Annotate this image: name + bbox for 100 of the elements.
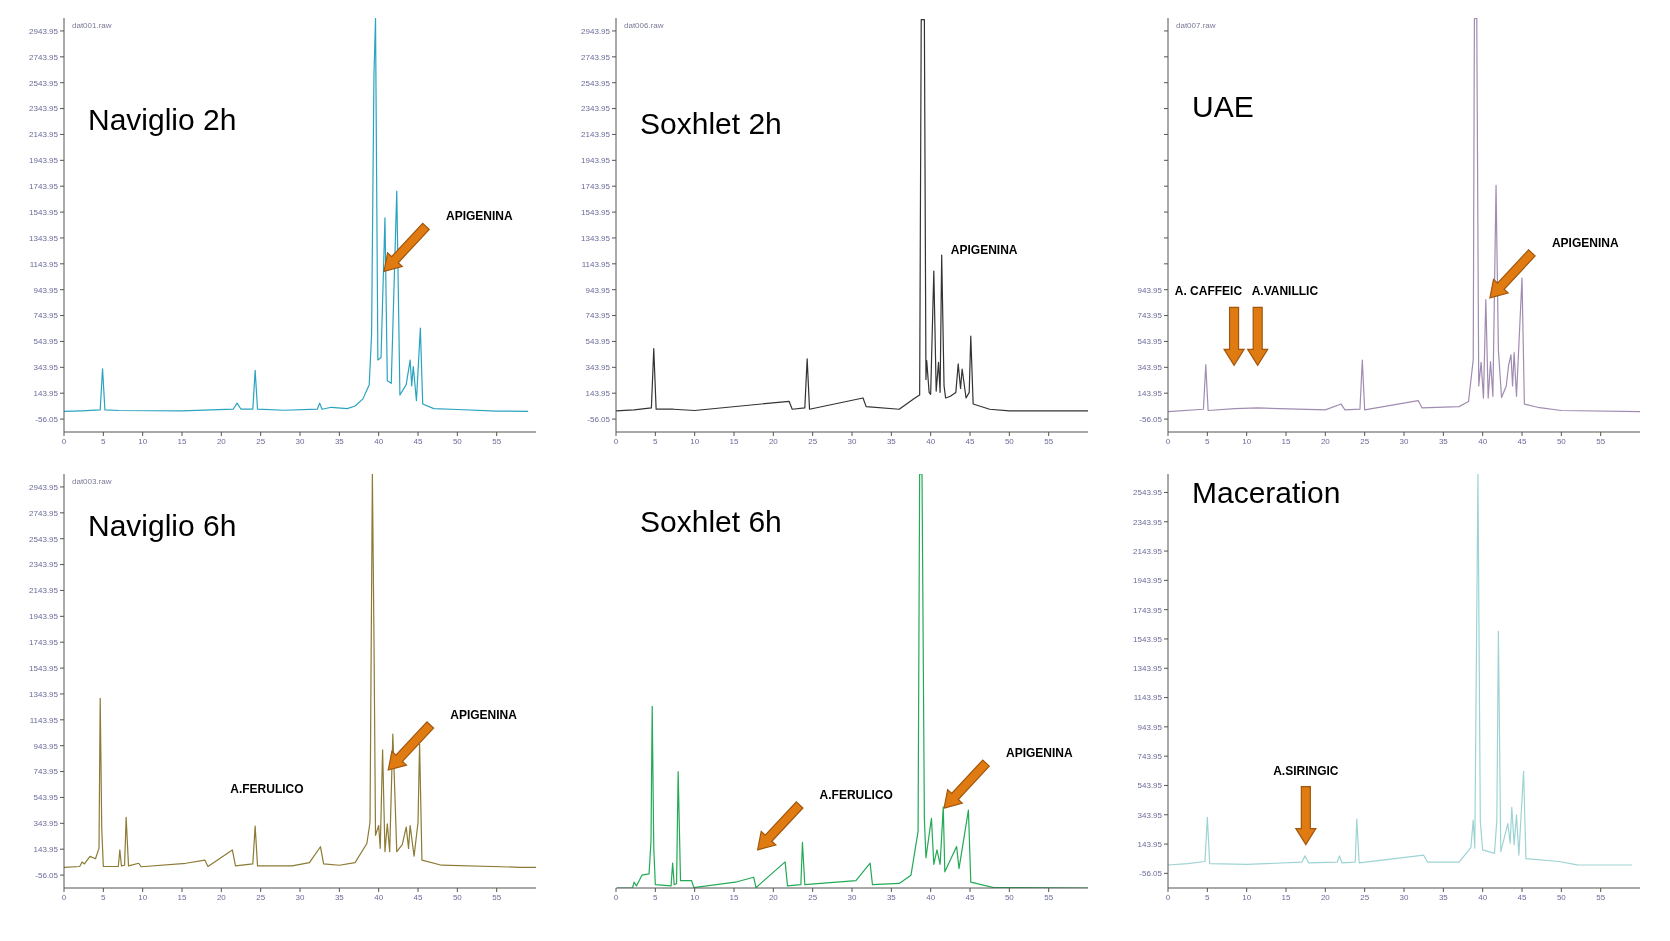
annotation: A.VANILLIC: [1251, 284, 1319, 299]
y-tick-label: 2743.95: [29, 508, 59, 518]
x-tick-label: 5: [101, 436, 107, 446]
x-tick-label: 20: [768, 436, 779, 446]
line-series: [1168, 474, 1633, 866]
y-tick-label: 1543.95: [29, 207, 59, 217]
text: Naviglio 2h: [88, 102, 237, 136]
y-tick-label: -56.05: [587, 414, 611, 424]
y-tick-label: 2143.95: [1133, 546, 1163, 556]
x-tick-label: 35: [1438, 892, 1449, 902]
x-tick-label: 40: [926, 436, 936, 446]
x-tick-label: 15: [729, 892, 739, 902]
x-tick-label: 50: [1556, 436, 1567, 446]
chart-subtitle: dat003.raw: [72, 477, 112, 486]
y-tick-label: -56.05: [1139, 869, 1163, 879]
annotation: APIGENINA: [446, 209, 514, 224]
x-tick-label: 0: [61, 436, 67, 446]
x-tick-label: 5: [653, 892, 659, 902]
y-tick-label: 2543.95: [29, 78, 59, 88]
x-tick-label: 20: [1320, 436, 1331, 446]
y-tick-label: 143.95: [33, 845, 59, 855]
y-tick-label: 1543.95: [29, 663, 59, 673]
x-tick-label: 55: [1044, 892, 1054, 902]
y-tick-label: 2143.95: [29, 130, 59, 140]
x-tick-label: 55: [1596, 892, 1606, 902]
y-tick-label: 2143.95: [581, 130, 611, 140]
y-tick-label: 943.95: [33, 285, 59, 295]
y-tick-label: 2943.95: [581, 26, 611, 36]
y-tick-label: 2543.95: [581, 78, 611, 88]
x-tick-label: 0: [1165, 436, 1171, 446]
y-tick-label: 943.95: [585, 285, 611, 295]
x-tick-label: 25: [808, 892, 818, 902]
x-tick-label: 45: [965, 892, 975, 902]
x-tick-label: 30: [295, 436, 305, 446]
x-tick-label: 40: [374, 436, 384, 446]
y-tick-label: 543.95: [1137, 337, 1163, 347]
x-tick-label: 15: [177, 436, 187, 446]
x-tick-label: 45: [1517, 892, 1527, 902]
y-tick-label: 2343.95: [29, 104, 59, 114]
y-tick-label: 343.95: [33, 363, 59, 373]
y-tick-label: 1343.95: [29, 233, 59, 243]
y-tick-label: 2343.95: [29, 560, 59, 570]
x-tick-label: 5: [1205, 892, 1211, 902]
x-tick-label: 45: [1517, 436, 1527, 446]
x-tick-label: 15: [729, 436, 739, 446]
annotation: A.FERULICO: [819, 787, 893, 802]
x-tick-label: 10: [138, 892, 148, 902]
line-series: [64, 18, 529, 412]
x-tick-label: 55: [1044, 436, 1054, 446]
x-tick-label: 55: [1596, 436, 1606, 446]
y-tick-label: 1143.95: [581, 259, 611, 269]
x-tick-label: 30: [1399, 892, 1409, 902]
text: Soxhlet 2h: [640, 106, 782, 140]
text: Naviglio 6h: [88, 509, 237, 543]
annotation: A. CAFFEIC: [1174, 284, 1243, 299]
x-tick-label: 50: [1556, 892, 1567, 902]
x-tick-label: 10: [1242, 436, 1252, 446]
line-series: [1168, 18, 1640, 413]
y-tick-label: 543.95: [33, 337, 59, 347]
y-tick-label: 1943.95: [29, 156, 59, 166]
y-tick-label: 1943.95: [1133, 576, 1163, 586]
y-tick-label: 943.95: [33, 741, 59, 751]
x-tick-label: 20: [1320, 892, 1331, 902]
y-tick-label: 1943.95: [581, 156, 611, 166]
y-tick-label: 743.95: [585, 311, 611, 321]
y-tick-label: 1143.95: [29, 259, 59, 269]
x-tick-label: 50: [452, 892, 463, 902]
x-tick-label: 0: [61, 892, 67, 902]
y-tick-label: 1743.95: [581, 182, 611, 192]
x-tick-label: 20: [216, 436, 227, 446]
x-tick-label: 40: [926, 892, 936, 902]
y-tick-label: 1343.95: [581, 233, 611, 243]
y-tick-label: 143.95: [1137, 389, 1163, 399]
y-tick-label: 2143.95: [29, 586, 59, 596]
y-tick-label: 743.95: [1137, 311, 1163, 321]
x-tick-label: 10: [690, 892, 700, 902]
x-tick-label: 5: [1205, 436, 1211, 446]
x-tick-label: 0: [613, 436, 619, 446]
y-tick-label: 1743.95: [29, 182, 59, 192]
x-tick-label: 50: [1004, 436, 1015, 446]
chart-title: Maceration: [1192, 475, 1341, 509]
y-tick-label: 1343.95: [29, 689, 59, 699]
x-tick-label: 35: [334, 436, 345, 446]
y-tick-label: 2343.95: [1133, 517, 1163, 527]
y-tick-label: 2943.95: [29, 482, 59, 492]
annotation: APIGENINA: [1006, 746, 1074, 761]
x-tick-label: 50: [452, 436, 463, 446]
x-tick-label: 25: [1360, 892, 1370, 902]
y-tick-label: 2543.95: [1133, 488, 1163, 498]
x-tick-label: 15: [1281, 436, 1291, 446]
x-tick-label: 15: [1281, 892, 1291, 902]
x-tick-label: 25: [808, 436, 818, 446]
x-tick-label: 30: [847, 892, 857, 902]
y-tick-label: 743.95: [33, 311, 59, 321]
x-tick-label: 5: [101, 892, 107, 902]
y-tick-label: 2543.95: [29, 534, 59, 544]
x-tick-label: 0: [1165, 892, 1171, 902]
x-tick-label: 5: [653, 436, 659, 446]
y-tick-label: 143.95: [33, 389, 59, 399]
x-tick-label: 35: [886, 892, 897, 902]
